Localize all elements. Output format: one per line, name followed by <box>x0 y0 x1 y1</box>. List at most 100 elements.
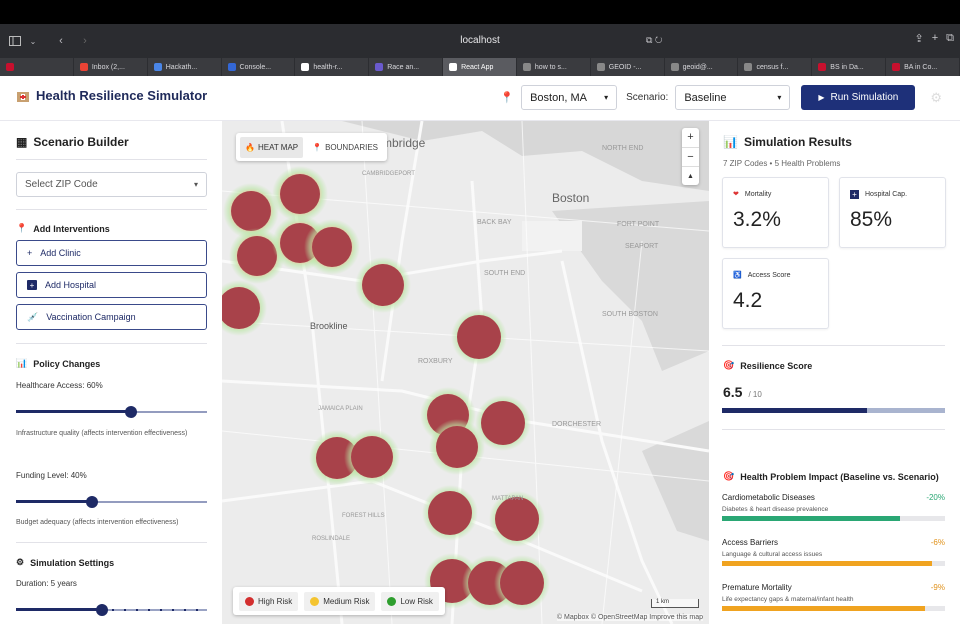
legend-item[interactable]: Low Risk <box>381 591 439 611</box>
translate-icon[interactable]: ⧉ ↻ <box>646 35 663 45</box>
browser-tab[interactable]: census f... <box>738 58 813 76</box>
impact-bar <box>722 516 945 521</box>
browser-tab[interactable]: health-r... <box>295 58 370 76</box>
page-title: Health Resilience Simulator <box>36 88 208 103</box>
zoom-out-button[interactable]: − <box>682 147 699 166</box>
map-label: FOREST HILLS <box>342 513 385 519</box>
browser-tab-label: Hackath... <box>165 63 198 71</box>
funding-level-slider[interactable] <box>16 495 207 509</box>
address-bar[interactable]: localhost <box>460 35 500 46</box>
simulation-settings-heading: ⚙ Simulation Settings <box>16 557 114 568</box>
tab-boundaries[interactable]: 📍 BOUNDARIES <box>307 137 383 158</box>
browser-tab[interactable]: Console... <box>222 58 296 76</box>
funding-level-hint: Budget adequacy (affects intervention ef… <box>16 519 179 526</box>
location-value: Boston, MA <box>530 91 587 104</box>
new-tab-icon[interactable]: + <box>931 32 939 44</box>
map-label: mbridge <box>382 136 426 150</box>
hospital-cross-icon: + <box>850 190 859 199</box>
metric-card-access-score: ♿ Access Score 4.2 <box>722 258 829 329</box>
scenario-value: Baseline <box>684 91 727 104</box>
browser-tab[interactable]: Inbox (2,... <box>74 58 148 76</box>
slider-handle[interactable] <box>124 406 137 418</box>
scenario-select[interactable]: Baseline ▾ <box>675 85 791 110</box>
pin-icon: 📍 <box>312 142 323 152</box>
impact-description: Life expectancy gaps & maternal/infant h… <box>722 596 854 603</box>
impact-percent: -6% <box>930 538 945 547</box>
map-label: MATTAPAN <box>492 496 524 502</box>
site-icon <box>375 63 384 71</box>
browser-tab[interactable]: Race an... <box>369 58 444 76</box>
browser-tab[interactable]: Hackath... <box>148 58 222 76</box>
resilience-bar <box>722 408 945 413</box>
add-hospital-button[interactable]: + Add Hospital <box>16 272 207 298</box>
browser-tab-label: health-r... <box>313 63 343 71</box>
browser-tab[interactable]: React App <box>443 58 517 76</box>
back-icon[interactable]: ‹ <box>59 35 63 47</box>
browser-tab[interactable]: GEOID -... <box>591 58 665 76</box>
slider-handle[interactable] <box>95 604 108 616</box>
browser-tab-label: GEOID -... <box>608 63 642 71</box>
simulation-settings-title: Simulation Settings <box>30 557 115 568</box>
impact-item: Cardiometabolic Diseases -20% Diabetes & h… <box>722 493 945 521</box>
chevron-down-icon[interactable]: ⌄ <box>29 36 37 46</box>
heat-map-label: HEAT MAP <box>257 142 299 152</box>
map-label: BACK BAY <box>477 219 512 226</box>
chevron-down-icon: ▾ <box>193 180 198 189</box>
browser-tab[interactable]: BS in Da... <box>812 58 887 76</box>
map-basemap <box>222 121 709 624</box>
impact-name: Cardiometabolic Diseases <box>722 493 815 502</box>
zip-code-placeholder: Select ZIP Code <box>25 179 98 190</box>
docs-icon <box>153 63 162 71</box>
forward-icon[interactable]: › <box>83 35 87 47</box>
map-attribution[interactable]: © Mapbox © OpenStreetMap Improve this ma… <box>556 614 703 621</box>
interventions-heading: 📍 Add Interventions <box>16 223 110 234</box>
scenario-builder-panel: ▦ Scenario Builder Select ZIP Code ▾ 📍 Ad… <box>0 121 222 624</box>
run-simulation-button[interactable]: ▶ Run Simulation <box>801 85 916 110</box>
map-label: SOUTH END <box>484 270 526 277</box>
legend-label: High Risk <box>258 596 293 606</box>
funding-level-label: Funding Level: 40% <box>16 471 87 480</box>
access-score-label: Access Score <box>747 271 791 279</box>
g-icon <box>522 63 531 71</box>
metric-card-hospital-capacity: + Hospital Cap. 85% <box>839 177 946 248</box>
risk-map[interactable]: mbridge Boston NORTH END CAMBRIDGEPORT B… <box>222 121 709 624</box>
add-clinic-button[interactable]: + Add Clinic <box>16 240 207 266</box>
zoom-in-button[interactable]: + <box>687 131 694 143</box>
tab-heat-map[interactable]: 🔥 HEAT MAP <box>240 136 304 158</box>
legend-item[interactable]: Medium Risk <box>304 591 376 611</box>
vaccination-campaign-button[interactable]: 💉 Vaccination Campaign <box>16 304 207 330</box>
browser-tab[interactable]: how to s... <box>517 58 591 76</box>
policy-changes-title: Policy Changes <box>33 358 101 369</box>
mortality-label: Mortality <box>744 190 772 198</box>
zip-code-select[interactable]: Select ZIP Code ▾ <box>16 172 207 197</box>
sidebar-toggle-icon[interactable] <box>6 32 24 50</box>
slider-handle[interactable] <box>86 496 99 508</box>
boundaries-label: BOUNDARIES <box>325 142 378 152</box>
healthcare-access-slider[interactable] <box>16 405 207 419</box>
legend-item[interactable]: High Risk <box>239 591 299 611</box>
map-label: NORTH END <box>602 145 644 152</box>
location-select[interactable]: Boston, MA ▾ <box>521 85 618 110</box>
share-icon[interactable]: ⇪ <box>914 33 924 45</box>
duration-slider[interactable] <box>16 603 207 617</box>
g-icon <box>670 63 679 71</box>
healthcare-access-hint: Infrastructure quality (affects interven… <box>16 430 188 437</box>
scenario-builder-title: Scenario Builder <box>33 135 129 149</box>
tabs-overview-icon[interactable]: ⧉ <box>946 32 954 44</box>
target-icon: 🎯 <box>723 360 735 370</box>
bc-icon <box>892 63 901 71</box>
compass-button[interactable]: ▲ <box>682 166 699 185</box>
bar-chart-icon: 📊 <box>723 135 738 149</box>
interventions-title: Add Interventions <box>33 223 110 234</box>
impact-bar-fill <box>722 516 901 521</box>
browser-tab[interactable] <box>0 58 74 76</box>
chevron-down-icon: ▾ <box>777 93 782 102</box>
browser-tab[interactable]: geoid@... <box>665 58 739 76</box>
map-label: ROSLINDALE <box>312 536 351 542</box>
impact-description: Diabetes & heart disease prevalence <box>722 506 829 513</box>
zoom-controls: + − ▲ <box>682 128 699 185</box>
browser-tab[interactable]: BA in Co... <box>886 58 960 76</box>
settings-icon[interactable]: ⚙ <box>930 89 942 105</box>
hospital-capacity-label: Hospital Cap. <box>865 191 908 198</box>
browser-tab-label: Inbox (2,... <box>91 63 125 71</box>
